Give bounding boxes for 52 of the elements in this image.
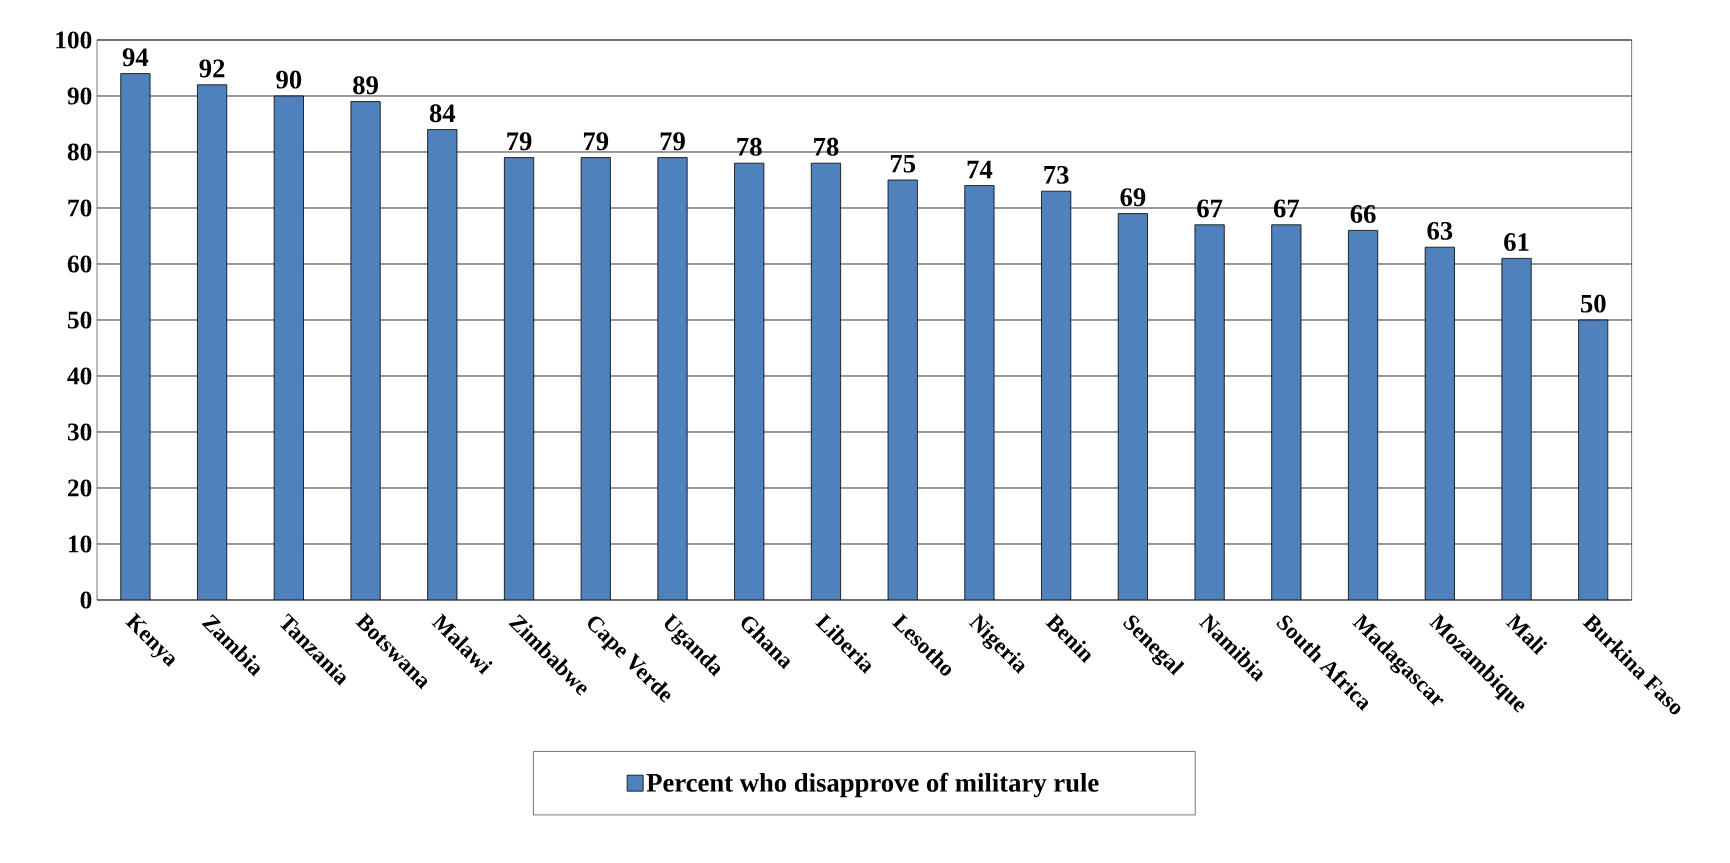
data-label: 90	[276, 70, 302, 89]
y-tick-label: 20	[68, 479, 92, 497]
bar	[273, 95, 304, 600]
data-label: 94	[122, 48, 149, 67]
y-tick-label: 30	[67, 423, 92, 441]
data-label: 69	[1120, 188, 1146, 207]
bar	[1041, 190, 1072, 600]
y-tick-label: 70	[68, 199, 92, 217]
bar	[810, 162, 842, 600]
y-tick-label: 90	[67, 87, 92, 105]
data-label: 92	[199, 59, 225, 78]
data-label: 61	[1504, 233, 1529, 251]
data-label: 63	[1427, 221, 1453, 240]
data-label: 84	[429, 104, 456, 123]
data-label: 89	[353, 76, 378, 95]
bar	[1117, 213, 1148, 600]
bar	[503, 157, 535, 600]
bar	[1271, 224, 1302, 600]
bar	[1501, 257, 1532, 600]
bar	[1578, 319, 1609, 600]
bar	[1348, 229, 1379, 600]
y-tick-label: 60	[67, 255, 92, 273]
data-label: 79	[583, 132, 609, 151]
y-tick-label: 10	[69, 535, 92, 553]
bar	[427, 129, 458, 600]
bar	[1424, 246, 1455, 600]
data-label: 67	[1273, 199, 1300, 218]
y-tick-label: 40	[67, 367, 92, 385]
y-tick-label: 0	[80, 591, 92, 609]
data-label: 74	[967, 160, 993, 179]
bar	[120, 73, 151, 600]
bar	[350, 101, 381, 600]
data-label: 75	[890, 154, 916, 173]
data-label: 78	[814, 137, 839, 156]
data-label: 78	[737, 137, 762, 156]
bar	[964, 185, 995, 600]
bar	[887, 179, 918, 600]
data-label: 66	[1350, 205, 1376, 223]
y-tick-label: 50	[67, 311, 92, 329]
bar	[580, 157, 611, 600]
bar	[734, 162, 765, 600]
bar	[197, 84, 228, 600]
data-label: 67	[1197, 199, 1223, 218]
data-label: 50	[1581, 294, 1606, 313]
bar	[657, 157, 688, 600]
data-label: 73	[1044, 165, 1069, 184]
y-tick-label: 100	[56, 31, 92, 49]
y-tick-label: 80	[67, 143, 92, 161]
data-label: 79	[507, 132, 532, 151]
data-label: 79	[660, 132, 685, 151]
bar	[1194, 224, 1225, 600]
legend-label: Percent who disapprove of military rule	[646, 772, 1099, 798]
